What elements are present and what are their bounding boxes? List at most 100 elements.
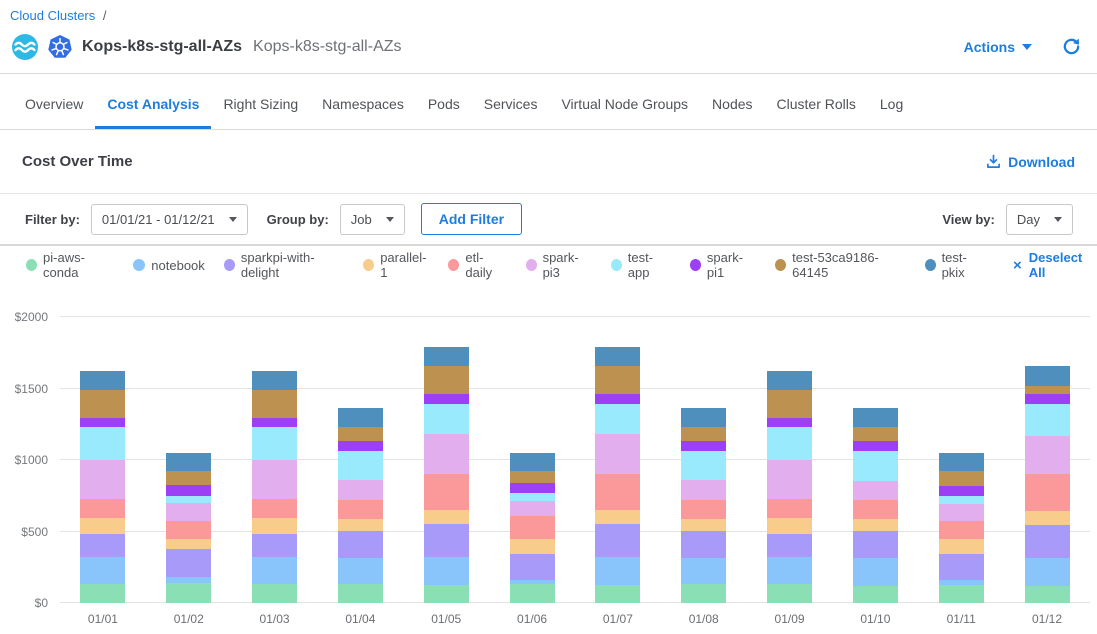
bar-segment-spark-pi1[interactable] <box>939 486 984 497</box>
bar-segment-test-app[interactable] <box>510 493 555 502</box>
bar-segment-spark-pi3[interactable] <box>595 434 640 473</box>
bar-segment-parallel-1[interactable] <box>767 518 812 534</box>
bar-segment-parallel-1[interactable] <box>510 539 555 554</box>
bar-segment-pi-aws-conda[interactable] <box>939 585 984 603</box>
bar-segment-pi-aws-conda[interactable] <box>80 584 125 603</box>
bar-segment-test-53ca9186-64145[interactable] <box>338 427 383 441</box>
bar-segment-test-53ca9186-64145[interactable] <box>595 366 640 394</box>
bar-segment-test-app[interactable] <box>939 496 984 503</box>
bar-segment-pi-aws-conda[interactable] <box>595 585 640 603</box>
bar-segment-etl-daily[interactable] <box>767 499 812 518</box>
bar-segment-spark-pi1[interactable] <box>338 441 383 450</box>
bar-segment-etl-daily[interactable] <box>595 474 640 511</box>
bar-segment-notebook[interactable] <box>853 558 898 586</box>
tab-overview[interactable]: Overview <box>13 96 95 129</box>
bar-segment-spark-pi3[interactable] <box>424 434 469 473</box>
bar-segment-test-53ca9186-64145[interactable] <box>166 471 211 485</box>
bar-segment-parallel-1[interactable] <box>681 519 726 531</box>
legend-item-notebook[interactable]: notebook <box>133 258 205 273</box>
bar-segment-etl-daily[interactable] <box>424 474 469 511</box>
bar-segment-notebook[interactable] <box>767 557 812 585</box>
bar-segment-test-53ca9186-64145[interactable] <box>252 390 297 418</box>
legend-item-etl-daily[interactable]: etl-daily <box>448 250 506 280</box>
bar-segment-spark-pi3[interactable] <box>166 503 211 521</box>
bar-segment-sparkpi-with-delight[interactable] <box>853 531 898 558</box>
bar-segment-test-pkix[interactable] <box>252 371 297 390</box>
bar-segment-parallel-1[interactable] <box>853 519 898 532</box>
bar-segment-test-pkix[interactable] <box>595 347 640 366</box>
bar-segment-spark-pi1[interactable] <box>166 485 211 496</box>
bar-segment-test-53ca9186-64145[interactable] <box>424 366 469 394</box>
bar-segment-test-app[interactable] <box>338 451 383 480</box>
bar-segment-spark-pi1[interactable] <box>1025 394 1070 404</box>
tab-nodes[interactable]: Nodes <box>700 96 764 129</box>
legend-item-test-pkix[interactable]: test-pkix <box>925 250 987 280</box>
bar-segment-test-app[interactable] <box>1025 404 1070 436</box>
bar-segment-sparkpi-with-delight[interactable] <box>338 531 383 558</box>
bar-segment-test-53ca9186-64145[interactable] <box>939 471 984 485</box>
bar-segment-test-pkix[interactable] <box>939 453 984 471</box>
bar-segment-test-app[interactable] <box>767 427 812 460</box>
bar-segment-test-pkix[interactable] <box>166 453 211 471</box>
bar-segment-notebook[interactable] <box>1025 558 1070 586</box>
bar-segment-spark-pi3[interactable] <box>681 480 726 500</box>
tab-right-sizing[interactable]: Right Sizing <box>211 96 310 129</box>
bar-segment-test-53ca9186-64145[interactable] <box>853 427 898 441</box>
group-by-select[interactable]: Job <box>340 204 405 235</box>
bar-segment-test-pkix[interactable] <box>80 371 125 390</box>
bar-segment-spark-pi1[interactable] <box>252 418 297 427</box>
bar-segment-sparkpi-with-delight[interactable] <box>681 531 726 558</box>
bar-segment-parallel-1[interactable] <box>80 518 125 534</box>
bar-segment-spark-pi3[interactable] <box>767 460 812 499</box>
actions-button[interactable]: Actions <box>964 39 1032 55</box>
tab-virtual-node-groups[interactable]: Virtual Node Groups <box>549 96 700 129</box>
bar-segment-parallel-1[interactable] <box>1025 511 1070 525</box>
bar-segment-sparkpi-with-delight[interactable] <box>80 534 125 557</box>
bar-segment-parallel-1[interactable] <box>166 539 211 550</box>
date-range-select[interactable]: 01/01/21 - 01/12/21 <box>91 204 248 235</box>
bar-segment-pi-aws-conda[interactable] <box>1025 586 1070 603</box>
bar-segment-etl-daily[interactable] <box>166 521 211 539</box>
tab-cost-analysis[interactable]: Cost Analysis <box>95 96 211 129</box>
bar-segment-spark-pi3[interactable] <box>80 460 125 499</box>
bar-segment-spark-pi1[interactable] <box>853 441 898 450</box>
bar-segment-test-pkix[interactable] <box>767 371 812 390</box>
bar-segment-sparkpi-with-delight[interactable] <box>767 534 812 557</box>
bar-segment-spark-pi3[interactable] <box>1025 436 1070 474</box>
bar-segment-test-app[interactable] <box>424 404 469 434</box>
download-button[interactable]: Download <box>986 154 1075 170</box>
bar-segment-spark-pi1[interactable] <box>681 441 726 450</box>
legend-item-test-app[interactable]: test-app <box>611 250 671 280</box>
bar-segment-pi-aws-conda[interactable] <box>853 586 898 603</box>
bar-segment-test-pkix[interactable] <box>424 347 469 366</box>
bar-segment-etl-daily[interactable] <box>853 500 898 519</box>
legend-item-test-53ca9186-64145[interactable]: test-53ca9186-64145 <box>775 250 905 280</box>
bar-segment-sparkpi-with-delight[interactable] <box>252 534 297 557</box>
tab-pods[interactable]: Pods <box>416 96 472 129</box>
bar-segment-test-pkix[interactable] <box>681 408 726 427</box>
bar-segment-spark-pi1[interactable] <box>80 418 125 427</box>
bar-segment-test-app[interactable] <box>595 404 640 434</box>
bar-segment-spark-pi1[interactable] <box>424 394 469 404</box>
legend-item-parallel-1[interactable]: parallel-1 <box>363 250 429 280</box>
bar-segment-etl-daily[interactable] <box>681 500 726 519</box>
breadcrumb-link-cloud-clusters[interactable]: Cloud Clusters <box>10 8 95 23</box>
tab-log[interactable]: Log <box>868 96 915 129</box>
tab-services[interactable]: Services <box>472 96 550 129</box>
deselect-all-button[interactable]: × Deselect All <box>1013 250 1097 280</box>
bar-segment-spark-pi3[interactable] <box>510 501 555 516</box>
add-filter-button[interactable]: Add Filter <box>421 203 522 235</box>
bar-segment-parallel-1[interactable] <box>252 518 297 534</box>
bar-segment-test-53ca9186-64145[interactable] <box>510 471 555 483</box>
bar-segment-parallel-1[interactable] <box>338 519 383 531</box>
bar-segment-test-app[interactable] <box>853 451 898 482</box>
bar-segment-etl-daily[interactable] <box>80 499 125 518</box>
bar-segment-etl-daily[interactable] <box>939 521 984 539</box>
bar-segment-sparkpi-with-delight[interactable] <box>1025 525 1070 558</box>
bar-segment-pi-aws-conda[interactable] <box>338 584 383 603</box>
bar-segment-pi-aws-conda[interactable] <box>767 584 812 603</box>
bar-segment-etl-daily[interactable] <box>510 516 555 538</box>
bar-segment-spark-pi1[interactable] <box>510 483 555 493</box>
bar-segment-sparkpi-with-delight[interactable] <box>510 554 555 581</box>
bar-segment-test-53ca9186-64145[interactable] <box>1025 386 1070 395</box>
